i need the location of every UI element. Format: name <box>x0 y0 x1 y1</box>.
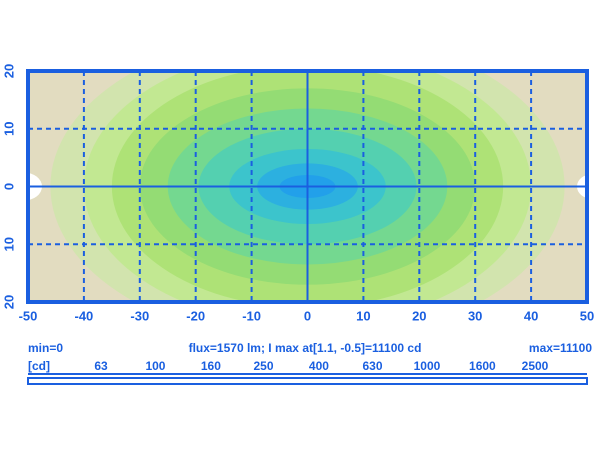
x-tick-label: -50 <box>19 308 38 323</box>
x-tick-label: 20 <box>412 308 426 323</box>
colorbar-tick-label: 250 <box>253 359 273 373</box>
y-tick-label: 10 <box>1 122 16 136</box>
x-tick-label: -20 <box>186 308 205 323</box>
max-label: max=11100 <box>529 341 592 355</box>
colorbar <box>27 377 588 385</box>
colorbar-tick-label: 160 <box>201 359 221 373</box>
y-tick-label: 10 <box>1 237 16 251</box>
x-tick-label: 40 <box>524 308 538 323</box>
colorbar-tick-label: 630 <box>362 359 382 373</box>
x-tick-label: -10 <box>242 308 261 323</box>
x-tick-label: 0 <box>304 308 311 323</box>
colorbar-tick-label: 63 <box>94 359 108 373</box>
x-tick-label: 50 <box>580 308 594 323</box>
colorbar-tick-label: 1600 <box>469 359 496 373</box>
info: flux=1570 lm; I max at[1.1, -0.5]=11100 … <box>189 341 422 355</box>
colorbar-tick-label: 2500 <box>522 359 549 373</box>
x-tick-label: -40 <box>75 308 94 323</box>
colorbar-tick-label: 100 <box>145 359 165 373</box>
y-tick-label: 0 <box>1 183 16 190</box>
x-tick-label: 30 <box>468 308 482 323</box>
y-tick-label: 20 <box>1 295 16 309</box>
x-tick-label: -30 <box>130 308 149 323</box>
x-tick-label: 10 <box>356 308 370 323</box>
plot-frame <box>26 69 589 304</box>
colorbar-tick-label: 1000 <box>414 359 441 373</box>
y-tick-label: 20 <box>1 64 16 78</box>
colorbar-tick-label: 400 <box>309 359 329 373</box>
min-label: min=0 <box>28 341 63 355</box>
colorbar-label: [cd] <box>28 359 50 373</box>
